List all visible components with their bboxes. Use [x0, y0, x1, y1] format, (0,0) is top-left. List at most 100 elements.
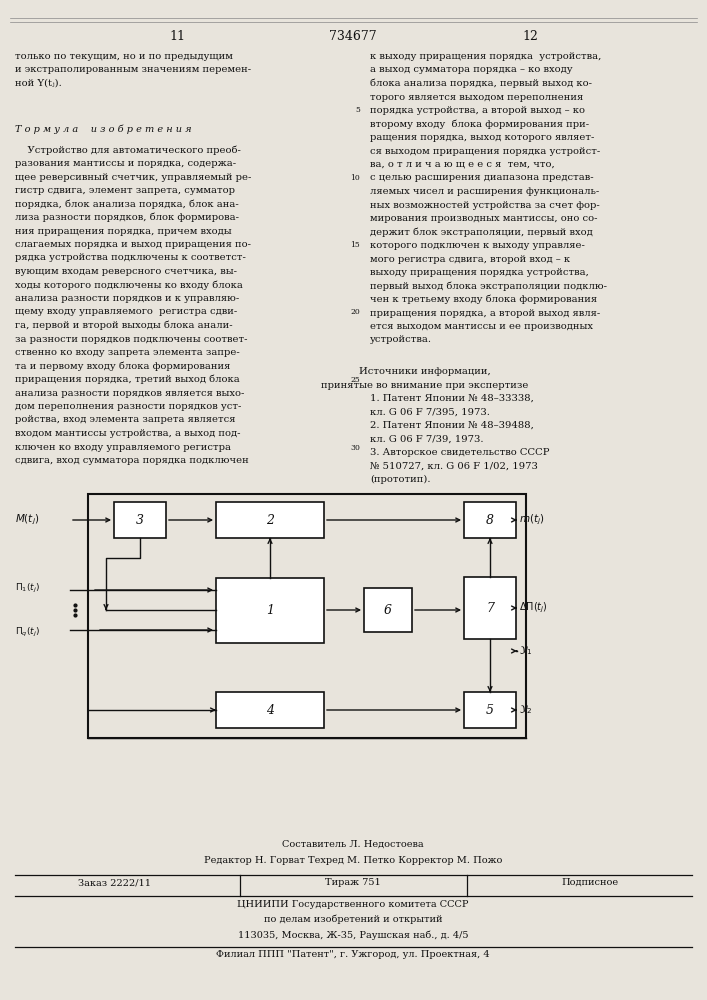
Text: ется выходом мантиссы и ее производных: ется выходом мантиссы и ее производных	[370, 322, 593, 331]
Text: $M(t_j)$: $M(t_j)$	[15, 513, 40, 527]
Text: по делам изобретений и открытий: по делам изобретений и открытий	[264, 915, 443, 924]
Text: Составитель Л. Недостоева: Составитель Л. Недостоева	[282, 840, 423, 849]
Text: ной Y(tⱼ).: ной Y(tⱼ).	[15, 79, 62, 88]
Text: ляемых чисел и расширения функциональ-: ляемых чисел и расширения функциональ-	[370, 187, 600, 196]
Text: блока анализа порядка, первый выход ко-: блока анализа порядка, первый выход ко-	[370, 79, 592, 89]
Text: торого является выходом переполнения: торого является выходом переполнения	[370, 93, 583, 102]
Text: Тираж 751: Тираж 751	[325, 878, 381, 887]
Text: кл. G 06 F 7/395, 1973.: кл. G 06 F 7/395, 1973.	[370, 408, 490, 416]
Bar	[216, 502, 324, 538]
Text: которого подключен к выходу управляе-: которого подключен к выходу управляе-	[370, 241, 585, 250]
Text: ходы которого подключены ко входу блока: ходы которого подключены ко входу блока	[15, 280, 243, 290]
Text: сдвига, вход сумматора порядка подключен: сдвига, вход сумматора порядка подключен	[15, 456, 249, 465]
Text: ращения порядка, выход которого являет-: ращения порядка, выход которого являет-	[370, 133, 595, 142]
Text: ния приращения порядка, причем входы: ния приращения порядка, причем входы	[15, 227, 232, 235]
Text: 2: 2	[266, 514, 274, 526]
Text: порядка устройства, а второй выход – ко: порядка устройства, а второй выход – ко	[370, 106, 585, 115]
Text: $\mathcal{Y}_2$: $\mathcal{Y}_2$	[519, 704, 532, 716]
Text: $m(t_j)$: $m(t_j)$	[519, 513, 544, 527]
Text: приращения порядка, третий выход блока: приращения порядка, третий выход блока	[15, 375, 240, 384]
Text: га, первой и второй выходы блока анали-: га, первой и второй выходы блока анали-	[15, 321, 233, 330]
Text: 10: 10	[350, 174, 360, 182]
Text: 30: 30	[350, 444, 360, 452]
Text: Τ о р м у л а    и з о б р е т е н и я: Τ о р м у л а и з о б р е т е н и я	[15, 124, 192, 133]
Text: 4: 4	[266, 704, 274, 716]
Text: (прототип).: (прототип).	[370, 475, 431, 484]
Text: лиза разности порядков, блок формирова-: лиза разности порядков, блок формирова-	[15, 213, 239, 223]
Text: к выходу приращения порядка  устройства,: к выходу приращения порядка устройства,	[370, 52, 602, 61]
Text: первый выход блока экстраполяции подклю-: первый выход блока экстраполяции подклю-	[370, 282, 607, 291]
Text: $\Pi_1(t_j)$: $\Pi_1(t_j)$	[15, 581, 40, 595]
Text: 20: 20	[350, 308, 360, 316]
Text: входом мантиссы устройства, а выход под-: входом мантиссы устройства, а выход под-	[15, 429, 240, 438]
Text: дом переполнения разности порядков уст-: дом переполнения разности порядков уст-	[15, 402, 241, 411]
Text: 1. Патент Японии № 48–33338,: 1. Патент Японии № 48–33338,	[370, 394, 534, 403]
Text: чен к третьему входу блока формирования: чен к третьему входу блока формирования	[370, 295, 597, 304]
Text: № 510727, кл. G 06 F 1/02, 1973: № 510727, кл. G 06 F 1/02, 1973	[370, 462, 538, 471]
Text: Подписное: Подписное	[561, 878, 619, 887]
Text: та и первому входу блока формирования: та и первому входу блока формирования	[15, 361, 230, 371]
Text: выходу приращения порядка устройства,: выходу приращения порядка устройства,	[370, 268, 589, 277]
Text: второму входу  блока формирования при-: второму входу блока формирования при-	[370, 119, 589, 129]
Text: рядка устройства подключены к соответст-: рядка устройства подключены к соответст-	[15, 253, 246, 262]
Text: ва, о т л и ч а ю щ е е с я  тем, что,: ва, о т л и ч а ю щ е е с я тем, что,	[370, 160, 555, 169]
Bar	[464, 577, 516, 639]
Text: гистр сдвига, элемент запрета, сумматор: гистр сдвига, элемент запрета, сумматор	[15, 186, 235, 195]
Text: принятые во внимание при экспертизе: принятые во внимание при экспертизе	[321, 380, 529, 389]
Text: и экстраполированным значениям перемен-: и экстраполированным значениям перемен-	[15, 66, 251, 75]
Text: с целью расширения диапазона представ-: с целью расширения диапазона представ-	[370, 174, 594, 182]
Text: $\mathcal{Y}_1$: $\mathcal{Y}_1$	[519, 645, 532, 657]
Text: мирования производных мантиссы, оно со-: мирования производных мантиссы, оно со-	[370, 214, 597, 223]
Text: вующим входам реверсного счетчика, вы-: вующим входам реверсного счетчика, вы-	[15, 267, 237, 276]
Text: ственно ко входу запрета элемента запре-: ственно ко входу запрета элемента запре-	[15, 348, 240, 357]
Bar	[364, 588, 412, 632]
Text: ключен ко входу управляемого регистра: ключен ко входу управляемого регистра	[15, 442, 231, 452]
Text: 734677: 734677	[329, 30, 377, 43]
Text: ройства, вход элемента запрета является: ройства, вход элемента запрета является	[15, 416, 235, 424]
Text: Филиал ППП "Патент", г. Ужгород, ул. Проектная, 4: Филиал ППП "Патент", г. Ужгород, ул. Про…	[216, 950, 490, 959]
Text: 6: 6	[384, 603, 392, 616]
Text: щему входу управляемого  регистра сдви-: щему входу управляемого регистра сдви-	[15, 308, 238, 316]
Text: 1: 1	[266, 603, 274, 616]
Text: 5: 5	[355, 106, 360, 114]
Text: 7: 7	[486, 601, 494, 614]
Text: а выход сумматора порядка – ко входу: а выход сумматора порядка – ко входу	[370, 66, 573, 75]
Text: 3: 3	[136, 514, 144, 526]
Text: 5: 5	[486, 704, 494, 716]
Bar	[88, 494, 526, 738]
Text: Устройство для автоматического преоб-: Устройство для автоматического преоб-	[15, 145, 241, 155]
Text: $\Pi_q(t_j)$: $\Pi_q(t_j)$	[15, 625, 40, 639]
Text: Заказ 2222/11: Заказ 2222/11	[78, 878, 151, 887]
Bar	[216, 578, 324, 643]
Text: 25: 25	[350, 376, 360, 384]
Text: 12: 12	[522, 30, 538, 43]
Bar	[216, 692, 324, 728]
Text: 2. Патент Японии № 48–39488,: 2. Патент Японии № 48–39488,	[370, 421, 534, 430]
Bar	[114, 502, 166, 538]
Text: Источники информации,: Источники информации,	[359, 367, 491, 376]
Text: мого регистра сдвига, второй вход – к: мого регистра сдвига, второй вход – к	[370, 254, 570, 263]
Text: за разности порядков подключены соответ-: за разности порядков подключены соответ-	[15, 334, 247, 344]
Text: 8: 8	[486, 514, 494, 526]
Text: слагаемых порядка и выход приращения по-: слагаемых порядка и выход приращения по-	[15, 240, 251, 249]
Text: Редактор Н. Горват Техред М. Петко Корректор М. Пожо: Редактор Н. Горват Техред М. Петко Корре…	[204, 856, 502, 865]
Text: 15: 15	[350, 241, 360, 249]
Text: ЦНИИПИ Государственного комитета СССР: ЦНИИПИ Государственного комитета СССР	[238, 900, 469, 909]
Text: 113035, Москва, Ж-35, Раушская наб., д. 4/5: 113035, Москва, Ж-35, Раушская наб., д. …	[238, 930, 468, 940]
Text: 11: 11	[169, 30, 185, 43]
Text: приращения порядка, а второй выход явля-: приращения порядка, а второй выход явля-	[370, 308, 600, 318]
Text: порядка, блок анализа порядка, блок ана-: порядка, блок анализа порядка, блок ана-	[15, 200, 239, 209]
Text: только по текущим, но и по предыдущим: только по текущим, но и по предыдущим	[15, 52, 233, 61]
Text: ных возможностей устройства за счет фор-: ных возможностей устройства за счет фор-	[370, 200, 600, 210]
Text: $\Delta\Pi(t_j)$: $\Delta\Pi(t_j)$	[519, 601, 548, 615]
Text: анализа разности порядков и к управляю-: анализа разности порядков и к управляю-	[15, 294, 239, 303]
Bar	[464, 502, 516, 538]
Text: устройства.: устройства.	[370, 336, 432, 344]
Text: разования мантиссы и порядка, содержа-: разования мантиссы и порядка, содержа-	[15, 159, 236, 168]
Text: анализа разности порядков является выхо-: анализа разности порядков является выхо-	[15, 388, 245, 397]
Text: ся выходом приращения порядка устройст-: ся выходом приращения порядка устройст-	[370, 146, 600, 155]
Text: 3. Авторское свидетельство СССР: 3. Авторское свидетельство СССР	[370, 448, 549, 457]
Bar	[464, 692, 516, 728]
Text: держит блок экстраполяции, первый вход: держит блок экстраполяции, первый вход	[370, 228, 592, 237]
Text: щее реверсивный счетчик, управляемый ре-: щее реверсивный счетчик, управляемый ре-	[15, 172, 252, 182]
